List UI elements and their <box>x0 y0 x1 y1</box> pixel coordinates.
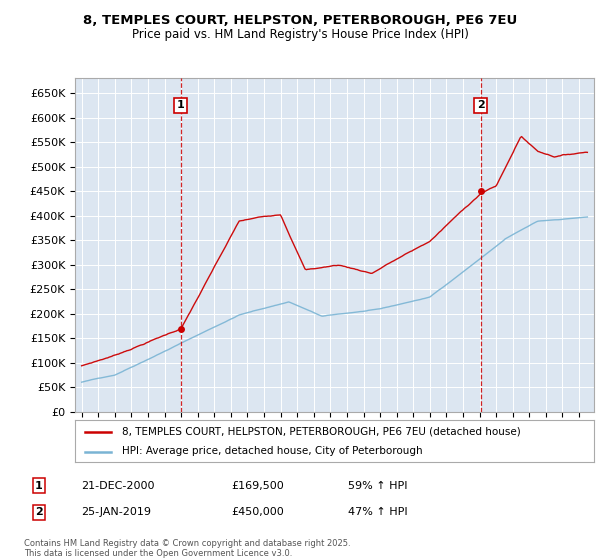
Text: 1: 1 <box>35 480 43 491</box>
Text: 47% ↑ HPI: 47% ↑ HPI <box>348 507 407 517</box>
Text: 8, TEMPLES COURT, HELPSTON, PETERBOROUGH, PE6 7EU (detached house): 8, TEMPLES COURT, HELPSTON, PETERBOROUGH… <box>122 427 520 437</box>
Text: 8, TEMPLES COURT, HELPSTON, PETERBOROUGH, PE6 7EU: 8, TEMPLES COURT, HELPSTON, PETERBOROUGH… <box>83 14 517 27</box>
Text: Contains HM Land Registry data © Crown copyright and database right 2025.
This d: Contains HM Land Registry data © Crown c… <box>24 539 350 558</box>
Text: 2: 2 <box>35 507 43 517</box>
Text: £169,500: £169,500 <box>231 480 284 491</box>
Text: Price paid vs. HM Land Registry's House Price Index (HPI): Price paid vs. HM Land Registry's House … <box>131 28 469 41</box>
Text: 59% ↑ HPI: 59% ↑ HPI <box>348 480 407 491</box>
Text: 2: 2 <box>477 100 485 110</box>
Text: 1: 1 <box>177 100 184 110</box>
Text: HPI: Average price, detached house, City of Peterborough: HPI: Average price, detached house, City… <box>122 446 422 456</box>
Text: 21-DEC-2000: 21-DEC-2000 <box>81 480 155 491</box>
Text: £450,000: £450,000 <box>231 507 284 517</box>
Text: 25-JAN-2019: 25-JAN-2019 <box>81 507 151 517</box>
